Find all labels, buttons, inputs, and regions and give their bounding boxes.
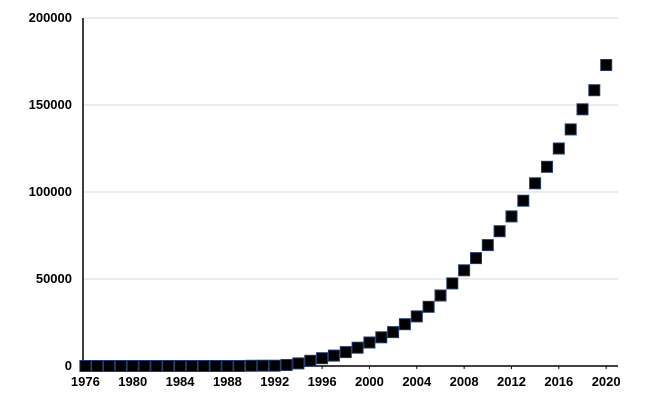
x-tick-label: 2008 (450, 374, 479, 389)
data-point (91, 360, 104, 372)
x-tick-label: 1988 (213, 374, 242, 389)
data-point (256, 359, 269, 372)
data-point (268, 359, 281, 372)
data-point (517, 194, 530, 207)
x-tick-label: 2004 (402, 374, 432, 389)
data-point (292, 357, 305, 370)
data-point (470, 252, 482, 265)
data-point (564, 123, 577, 136)
y-tick-labels: 0 50000 100000 150000 200000 (29, 10, 72, 373)
data-point (185, 360, 198, 372)
data-point (327, 349, 340, 362)
data-point (363, 336, 376, 349)
x-tick-label: 1980 (118, 374, 147, 389)
data-points (79, 59, 613, 372)
y-tick-label: 150000 (29, 97, 72, 112)
data-point (245, 359, 258, 372)
data-point (493, 225, 506, 238)
data-point (529, 177, 542, 190)
data-point (446, 277, 459, 290)
data-point (103, 360, 115, 372)
x-tick-label: 2000 (355, 374, 384, 389)
y-tick-label: 0 (65, 358, 72, 373)
data-point (422, 300, 435, 313)
data-point (410, 310, 423, 323)
data-point (481, 239, 494, 252)
data-point (552, 142, 565, 155)
x-tick-label: 2020 (592, 374, 621, 389)
data-point (505, 210, 518, 223)
data-point (576, 103, 589, 116)
gridlines (83, 17, 618, 280)
data-point (221, 360, 234, 372)
x-tick-label: 1996 (308, 374, 337, 389)
data-point (197, 360, 210, 372)
data-point (126, 360, 139, 372)
data-point (541, 160, 553, 173)
y-tick-label: 100000 (29, 184, 72, 199)
data-point (458, 264, 471, 277)
data-point (233, 360, 246, 372)
x-tick-label: 2012 (497, 374, 526, 389)
data-point (304, 354, 317, 367)
x-tick-label: 1984 (166, 374, 196, 389)
axes (82, 18, 618, 369)
data-point (600, 59, 613, 71)
data-point (351, 341, 364, 354)
x-tick-label: 1992 (260, 374, 289, 389)
data-point (398, 318, 411, 331)
data-point (316, 352, 329, 365)
data-point (375, 331, 388, 344)
data-point (387, 326, 400, 339)
y-tick-label: 50000 (36, 271, 72, 286)
data-point (434, 289, 447, 302)
data-point (79, 360, 92, 372)
data-point (114, 360, 127, 372)
y-tick-label: 200000 (29, 10, 72, 25)
x-tick-labels: 1976 1980 1984 1988 1992 1996 2000 2004 2008 2012… (71, 374, 621, 389)
data-point (138, 360, 151, 372)
data-point (209, 360, 222, 372)
data-point (339, 346, 352, 359)
data-point (280, 359, 293, 371)
data-point (174, 360, 187, 372)
data-point (162, 360, 175, 372)
data-point (150, 360, 163, 372)
x-tick-label: 1976 (71, 374, 100, 389)
data-point (588, 84, 601, 97)
x-tick-label: 2016 (544, 374, 573, 389)
